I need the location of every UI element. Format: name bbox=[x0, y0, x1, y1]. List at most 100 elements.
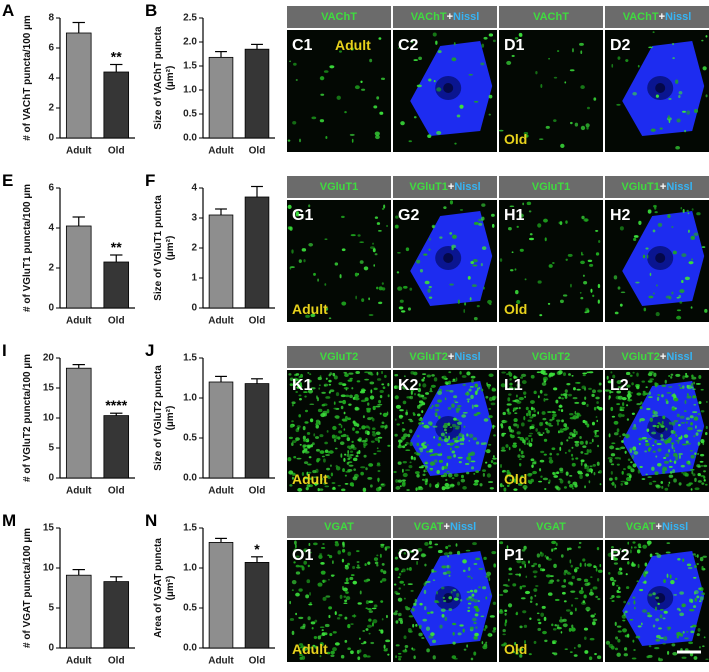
puncta bbox=[506, 403, 512, 406]
puncta bbox=[408, 464, 413, 469]
puncta bbox=[295, 373, 300, 376]
puncta bbox=[414, 471, 420, 475]
puncta bbox=[308, 456, 312, 459]
puncta bbox=[481, 246, 487, 251]
header-bar bbox=[287, 176, 391, 198]
puncta bbox=[570, 564, 573, 568]
puncta bbox=[385, 639, 391, 643]
puncta bbox=[361, 425, 366, 430]
puncta bbox=[348, 403, 352, 406]
puncta bbox=[397, 597, 403, 602]
puncta bbox=[547, 411, 552, 413]
puncta bbox=[591, 421, 595, 426]
puncta bbox=[663, 466, 668, 472]
puncta bbox=[522, 439, 526, 444]
puncta bbox=[690, 235, 696, 240]
puncta bbox=[446, 470, 450, 473]
puncta bbox=[622, 433, 626, 437]
puncta bbox=[323, 383, 329, 387]
puncta bbox=[311, 116, 317, 120]
puncta bbox=[319, 488, 324, 491]
puncta bbox=[470, 597, 475, 602]
puncta bbox=[473, 599, 478, 603]
puncta bbox=[667, 214, 671, 219]
puncta bbox=[434, 404, 440, 407]
puncta bbox=[473, 413, 478, 417]
puncta bbox=[512, 443, 518, 448]
puncta bbox=[613, 557, 618, 561]
puncta bbox=[618, 586, 621, 590]
puncta bbox=[687, 566, 693, 570]
puncta bbox=[447, 555, 450, 558]
puncta bbox=[528, 410, 532, 414]
puncta bbox=[488, 481, 494, 483]
puncta bbox=[291, 420, 294, 423]
puncta bbox=[441, 586, 445, 590]
puncta bbox=[454, 427, 460, 430]
y-tick-label: 0 bbox=[48, 473, 54, 484]
puncta bbox=[470, 657, 474, 661]
header-label: VGAT bbox=[536, 521, 566, 533]
puncta bbox=[429, 469, 433, 472]
puncta bbox=[660, 433, 664, 438]
puncta bbox=[428, 546, 433, 548]
puncta bbox=[460, 474, 464, 479]
puncta bbox=[422, 445, 428, 449]
puncta bbox=[309, 591, 311, 596]
puncta bbox=[422, 618, 427, 622]
puncta bbox=[679, 591, 684, 595]
puncta bbox=[372, 405, 376, 411]
puncta bbox=[289, 377, 294, 381]
puncta bbox=[609, 597, 613, 600]
puncta bbox=[644, 571, 649, 574]
puncta bbox=[375, 487, 381, 492]
puncta bbox=[445, 478, 448, 482]
puncta bbox=[597, 569, 603, 573]
puncta bbox=[531, 413, 537, 417]
puncta bbox=[567, 253, 573, 257]
puncta bbox=[486, 473, 491, 478]
puncta bbox=[431, 224, 436, 228]
puncta bbox=[581, 587, 583, 591]
puncta bbox=[322, 410, 328, 415]
puncta bbox=[500, 449, 506, 452]
puncta bbox=[531, 424, 535, 427]
puncta bbox=[445, 382, 449, 386]
puncta bbox=[372, 247, 376, 253]
puncta bbox=[678, 294, 682, 299]
header-label: VAChT bbox=[321, 11, 357, 23]
puncta bbox=[340, 405, 344, 410]
puncta bbox=[649, 378, 654, 381]
puncta bbox=[306, 484, 311, 488]
puncta bbox=[682, 110, 686, 113]
puncta bbox=[405, 247, 410, 252]
puncta bbox=[499, 258, 503, 262]
y-tick-label: 1 bbox=[191, 273, 197, 284]
puncta bbox=[568, 449, 571, 453]
puncta bbox=[424, 563, 427, 567]
puncta bbox=[516, 431, 521, 435]
y-tick-label: 15 bbox=[43, 523, 55, 534]
puncta bbox=[553, 119, 557, 122]
puncta bbox=[682, 558, 685, 562]
puncta bbox=[520, 648, 524, 652]
puncta bbox=[437, 399, 442, 403]
puncta bbox=[479, 483, 483, 487]
puncta bbox=[317, 582, 323, 587]
puncta bbox=[470, 577, 473, 580]
puncta bbox=[521, 422, 525, 427]
puncta bbox=[689, 608, 695, 612]
x-tick-label: Old bbox=[108, 486, 125, 497]
puncta bbox=[418, 624, 422, 629]
puncta bbox=[689, 415, 694, 419]
puncta bbox=[639, 465, 643, 469]
puncta bbox=[518, 458, 522, 461]
puncta bbox=[580, 461, 583, 466]
puncta bbox=[426, 648, 430, 653]
puncta bbox=[289, 424, 294, 428]
puncta bbox=[552, 641, 556, 645]
puncta bbox=[320, 477, 324, 481]
puncta bbox=[506, 373, 510, 375]
counterstain-name: Nissl bbox=[665, 11, 691, 23]
puncta bbox=[530, 458, 535, 462]
